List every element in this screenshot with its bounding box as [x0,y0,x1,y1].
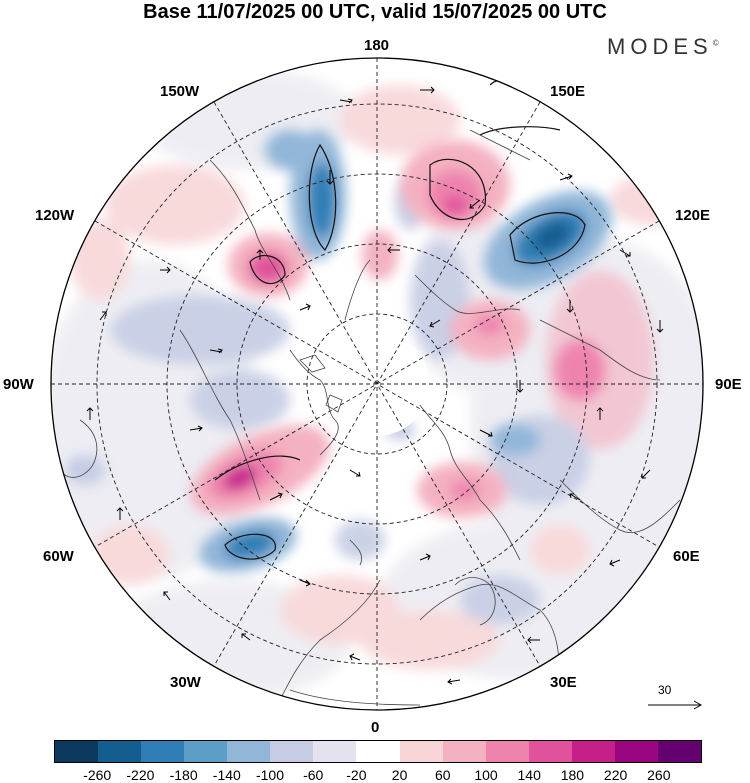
colorbar-tick-label: 140 [517,767,541,783]
reference-vector-arrow [648,700,703,710]
map-title: Base 11/07/2025 00 UTC, valid 15/07/2025… [143,1,607,23]
colorbar-tick-label: -260 [83,767,112,783]
colorbar-tick-label: 260 [647,767,671,783]
colorbar-swatch [313,741,357,762]
brand-mark: © [712,38,719,48]
colorbar-swatch [614,741,658,762]
lon-label-90w: 90W [3,376,34,393]
colorbar-swatch [657,741,701,762]
lon-label-60w: 60W [43,548,74,565]
colorbar-swatch [227,741,271,762]
colorbar-swatch [356,741,400,762]
colorbar-swatch [399,741,443,762]
colorbar-swatch [571,741,615,762]
modes-logo: MODES© [607,34,719,60]
lon-label-150e: 150E [550,83,586,100]
lon-label-180: 180 [364,37,390,54]
colorbar-tick-label: -100 [255,767,285,783]
colorbar-tick-label: 220 [603,767,628,783]
colorbar-tick-label: -140 [212,767,241,783]
lon-label-120w: 120W [35,207,75,224]
colorbar-tick-label: 180 [560,767,585,783]
lon-label-0: 0 [371,719,380,736]
lon-label-60e: 60E [673,548,700,565]
colorbar-tick-label: 100 [474,767,498,783]
lon-label-30e: 30E [550,674,577,691]
map-boundary [50,57,704,711]
colorbar-swatch [184,741,228,762]
colorbar-swatch [270,741,314,762]
lon-label-90e: 90E [715,376,742,393]
colorbar-swatch [141,741,185,762]
lon-label-30w: 30W [170,674,201,691]
colorbar-swatch [55,741,99,762]
colorbar-swatch [528,741,572,762]
coastlines [59,129,681,706]
lon-label-150w: 150W [160,83,200,100]
colorbar-tick-label: -180 [169,767,198,783]
lon-label-120e: 120E [675,207,711,224]
colorbar-swatch [485,741,529,762]
reference-vector-label: 30 [658,683,672,697]
colorbar-tick-label: -20 [346,767,367,783]
colorbar-swatch [98,741,142,762]
colorbar [54,740,702,763]
colorbar-tick-label: 60 [435,767,451,783]
colorbar-swatch [442,741,486,762]
graticule [51,58,703,710]
colorbar-tick-label: 20 [391,767,408,783]
brand-text: MODES [607,34,713,59]
colorbar-tick-label: -60 [303,767,324,783]
colorbar-tick-label: -220 [126,767,155,783]
